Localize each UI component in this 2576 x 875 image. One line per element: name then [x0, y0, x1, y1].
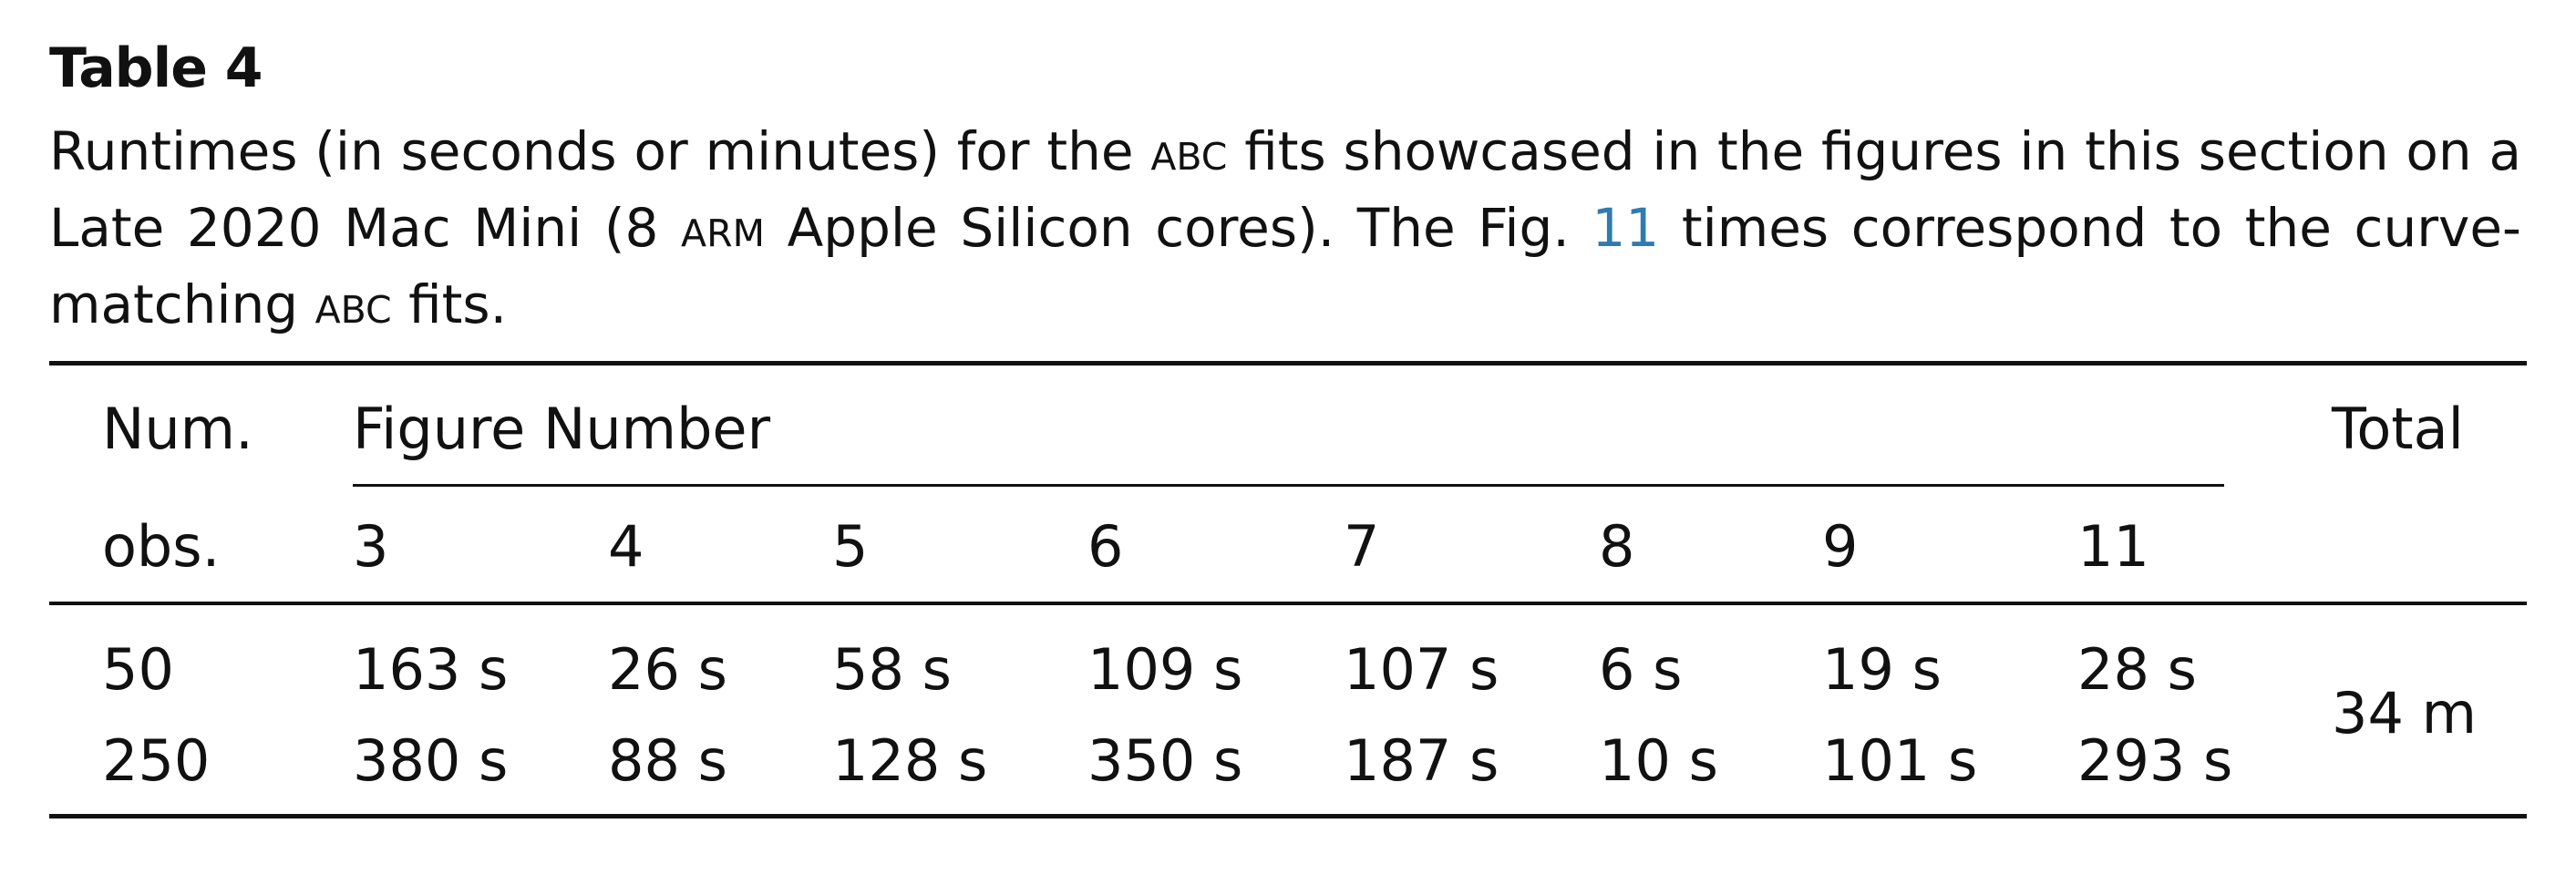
caption-text: Runtimes (in seconds or minutes) for the: [49, 120, 1151, 182]
header-rule: [49, 602, 2527, 605]
table-caption: Runtimes (in seconds or minutes) for the…: [49, 113, 2521, 343]
cell-250-fig-11: 293 s: [2077, 727, 2233, 794]
header-figure-9: 9: [1822, 513, 1859, 580]
header-figure-5: 5: [832, 513, 869, 580]
header-figure-7: 7: [1344, 513, 1380, 580]
header-figure-number: Figure Number: [353, 396, 771, 462]
caption-abc-smallcaps: abc: [1150, 120, 1228, 182]
cell-250-fig-3: 380 s: [353, 727, 509, 794]
header-figure-6: 6: [1087, 513, 1124, 580]
caption-arm-smallcaps: arm: [681, 197, 765, 259]
row-obs-250: 250: [102, 727, 211, 794]
header-figure-4: 4: [608, 513, 644, 580]
header-figure-8: 8: [1599, 513, 1635, 580]
header-obs: obs.: [102, 513, 221, 580]
top-rule: [49, 361, 2527, 365]
cell-50-fig-8: 6 s: [1599, 636, 1683, 703]
row-obs-50: 50: [102, 636, 174, 703]
header-total: Total: [2332, 396, 2464, 462]
header-num: Num.: [102, 396, 253, 462]
bottom-rule: [49, 814, 2527, 818]
cell-50-fig-4: 26 s: [608, 636, 727, 703]
cell-50-fig-5: 58 s: [832, 636, 952, 703]
cell-250-fig-5: 128 s: [832, 727, 988, 794]
header-figure-3: 3: [353, 513, 389, 580]
cell-50-fig-3: 163 s: [353, 636, 509, 703]
caption-text: times correspond to the curve-matching: [49, 197, 2521, 335]
caption-text: fits showcased in the figures in this se…: [49, 120, 2522, 259]
cell-250-fig-9: 101 s: [1822, 727, 1978, 794]
figure-reference-link[interactable]: 11: [1592, 197, 1660, 259]
table-label: Table 4: [49, 36, 263, 100]
caption-text: Apple Silicon cores). The Fig.: [764, 197, 1592, 259]
total-value: 34 m: [2332, 680, 2477, 746]
cell-50-fig-9: 19 s: [1822, 636, 1942, 703]
cell-50-fig-7: 107 s: [1344, 636, 1499, 703]
cell-250-fig-8: 10 s: [1599, 727, 1718, 794]
cell-250-fig-4: 88 s: [608, 727, 727, 794]
caption-abc-smallcaps: abc: [314, 273, 392, 335]
header-figure-11: 11: [2077, 513, 2149, 580]
cell-50-fig-11: 28 s: [2077, 636, 2197, 703]
cell-250-fig-6: 350 s: [1087, 727, 1243, 794]
caption-text: fits.: [391, 273, 508, 335]
figure-number-span-rule: [353, 484, 2224, 487]
cell-50-fig-6: 109 s: [1087, 636, 1243, 703]
cell-250-fig-7: 187 s: [1344, 727, 1499, 794]
